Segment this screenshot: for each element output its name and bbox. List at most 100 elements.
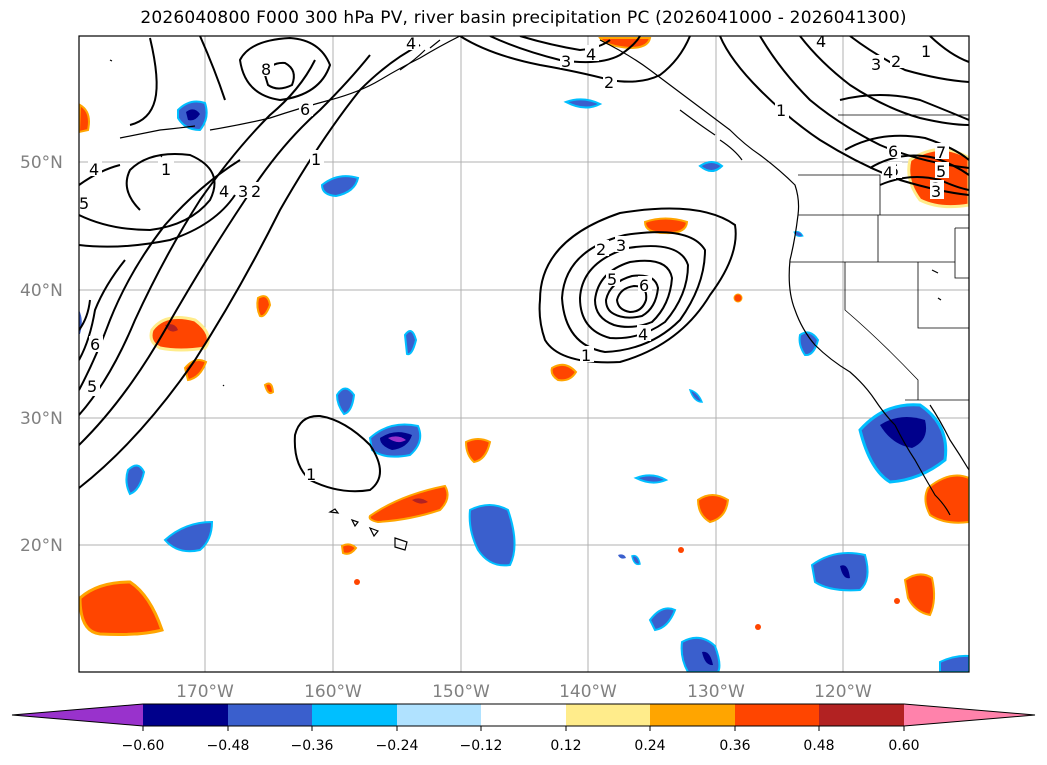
contour-label: 3 xyxy=(871,55,881,74)
precip-anomaly-positive xyxy=(894,598,900,604)
precip-anomaly-negative xyxy=(648,607,677,632)
precip-anomaly-negative xyxy=(880,416,927,448)
precip-anomaly-negative xyxy=(125,464,146,496)
lon-tick-label: 150°W xyxy=(432,682,490,702)
lon-tick-label: 140°W xyxy=(559,682,617,702)
precip-anomaly-positive xyxy=(354,579,360,585)
colorbar-tick-label: 0.60 xyxy=(888,738,919,754)
colorbar-bin xyxy=(819,704,904,726)
contour-label: 6 xyxy=(90,335,100,354)
contour-label: 4 xyxy=(586,45,596,64)
precip-anomaly-negative xyxy=(840,565,850,579)
contour-label: 8 xyxy=(261,60,271,79)
contour-label: 3 xyxy=(616,236,626,255)
contour-label: 2 xyxy=(604,73,614,92)
colorbar-tick-label: −0.36 xyxy=(291,738,334,754)
pv-contours xyxy=(79,36,969,493)
lat-tick-labels: 50°N 40°N 30°N 20°N xyxy=(20,153,63,556)
precip-anomaly-negative xyxy=(186,109,200,121)
precip-anomaly-negative xyxy=(798,331,820,357)
contour-label: 5 xyxy=(936,162,946,181)
contour-label: 4 xyxy=(219,182,229,201)
colorbar-bin xyxy=(312,704,397,726)
precip-anomaly-positive xyxy=(550,363,578,382)
precip-anomaly-positive xyxy=(340,543,358,555)
colorbar-bin xyxy=(566,704,650,726)
contour-label: 1 xyxy=(921,42,931,61)
precip-anomaly-negative xyxy=(563,98,603,109)
precip-anomaly-negative xyxy=(468,504,516,567)
precip-anomaly-negative xyxy=(702,651,713,666)
contour-label: 4 xyxy=(406,34,416,53)
lon-tick-label: 170°W xyxy=(176,682,234,702)
precip-anomaly-negative xyxy=(633,474,669,484)
colorbar-tick-label: 0.12 xyxy=(550,738,581,754)
precip-anomaly-positive xyxy=(149,316,210,352)
precip-anomaly-positive xyxy=(643,217,689,235)
precip-anomaly-negative xyxy=(403,330,418,356)
contour-label: 2 xyxy=(596,240,606,259)
lon-tick-label: 120°W xyxy=(814,682,872,702)
contour-label: 1 xyxy=(776,101,786,120)
colorbar-tick-label: −0.48 xyxy=(207,738,250,754)
colorbar-tick-label: 0.24 xyxy=(634,738,665,754)
contour-label: 5 xyxy=(607,270,617,289)
precip-anomaly-negative xyxy=(688,388,704,403)
colorbar-extend-min xyxy=(12,704,143,726)
contour-label: 4 xyxy=(816,32,826,51)
contour-label: 3 xyxy=(561,52,571,71)
graticule xyxy=(79,36,969,672)
precip-anomaly-positive xyxy=(263,382,275,395)
contour-label: 4 xyxy=(89,160,99,179)
precip-anomaly-positive xyxy=(412,498,428,504)
precip-anomaly-negative xyxy=(163,520,214,553)
map-title: 2026040800 F000 300 hPa PV, river basin … xyxy=(140,8,907,28)
precip-anomaly-positive xyxy=(464,438,492,464)
contour-label: 6 xyxy=(639,276,649,295)
precip-anomaly-positive xyxy=(924,474,969,524)
lon-tick-label: 160°W xyxy=(304,682,362,702)
colorbar-bin xyxy=(650,704,735,726)
lat-tick-label: 30°N xyxy=(20,409,63,429)
colorbar: −0.60 −0.48 −0.36 −0.24 −0.12 0.12 0.24 … xyxy=(11,703,1036,754)
colorbar-tick-label: 0.48 xyxy=(803,738,834,754)
contour-label: 4 xyxy=(638,325,648,344)
contour-label: 7 xyxy=(936,143,946,162)
colorbar-tick-label: −0.60 xyxy=(122,738,165,754)
map-frame xyxy=(78,35,970,673)
precip-anomaly-negative xyxy=(631,554,641,566)
colorbar-bin xyxy=(397,704,481,726)
precip-anomaly-positive xyxy=(256,295,272,318)
contour-label: 3 xyxy=(238,182,248,201)
precip-anomaly-negative xyxy=(939,654,969,672)
colorbar-tick-label: −0.12 xyxy=(460,738,503,754)
precip-anomaly-positive xyxy=(903,573,936,617)
precip-anomaly-positive xyxy=(79,103,90,134)
colorbar-tick-label: 0.36 xyxy=(719,738,750,754)
colorbar-bin xyxy=(143,704,228,726)
contour-label: 1 xyxy=(306,465,316,484)
precip-anomaly-negative xyxy=(335,387,356,416)
precip-anomaly-positive xyxy=(79,580,164,636)
precip-anomaly-positive xyxy=(755,624,761,630)
contour-label: 5 xyxy=(87,377,97,396)
precip-anomaly-positive xyxy=(368,484,449,524)
colorbar-bin xyxy=(735,704,819,726)
contour-label: 1 xyxy=(581,346,591,365)
precip-shading xyxy=(79,37,969,672)
precip-anomaly-negative xyxy=(810,552,869,592)
contour-label: 2 xyxy=(251,182,261,201)
precip-anomaly-negative xyxy=(698,161,724,172)
contour-labels: 1 2 3 4 5 6 1 2 3 4 5 6 1 2 xyxy=(79,32,949,484)
lat-tick-label: 50°N xyxy=(20,153,63,173)
contour-label: 4 xyxy=(883,163,893,182)
precip-anomaly-positive xyxy=(183,359,208,382)
lat-tick-label: 40°N xyxy=(20,281,63,301)
contour-label: 6 xyxy=(300,100,310,119)
contour-label: 1 xyxy=(311,150,321,169)
contour-label: 2 xyxy=(891,52,901,71)
lat-tick-label: 20°N xyxy=(20,536,63,556)
lon-tick-label: 130°W xyxy=(687,682,745,702)
precip-anomaly-positive xyxy=(733,293,743,303)
